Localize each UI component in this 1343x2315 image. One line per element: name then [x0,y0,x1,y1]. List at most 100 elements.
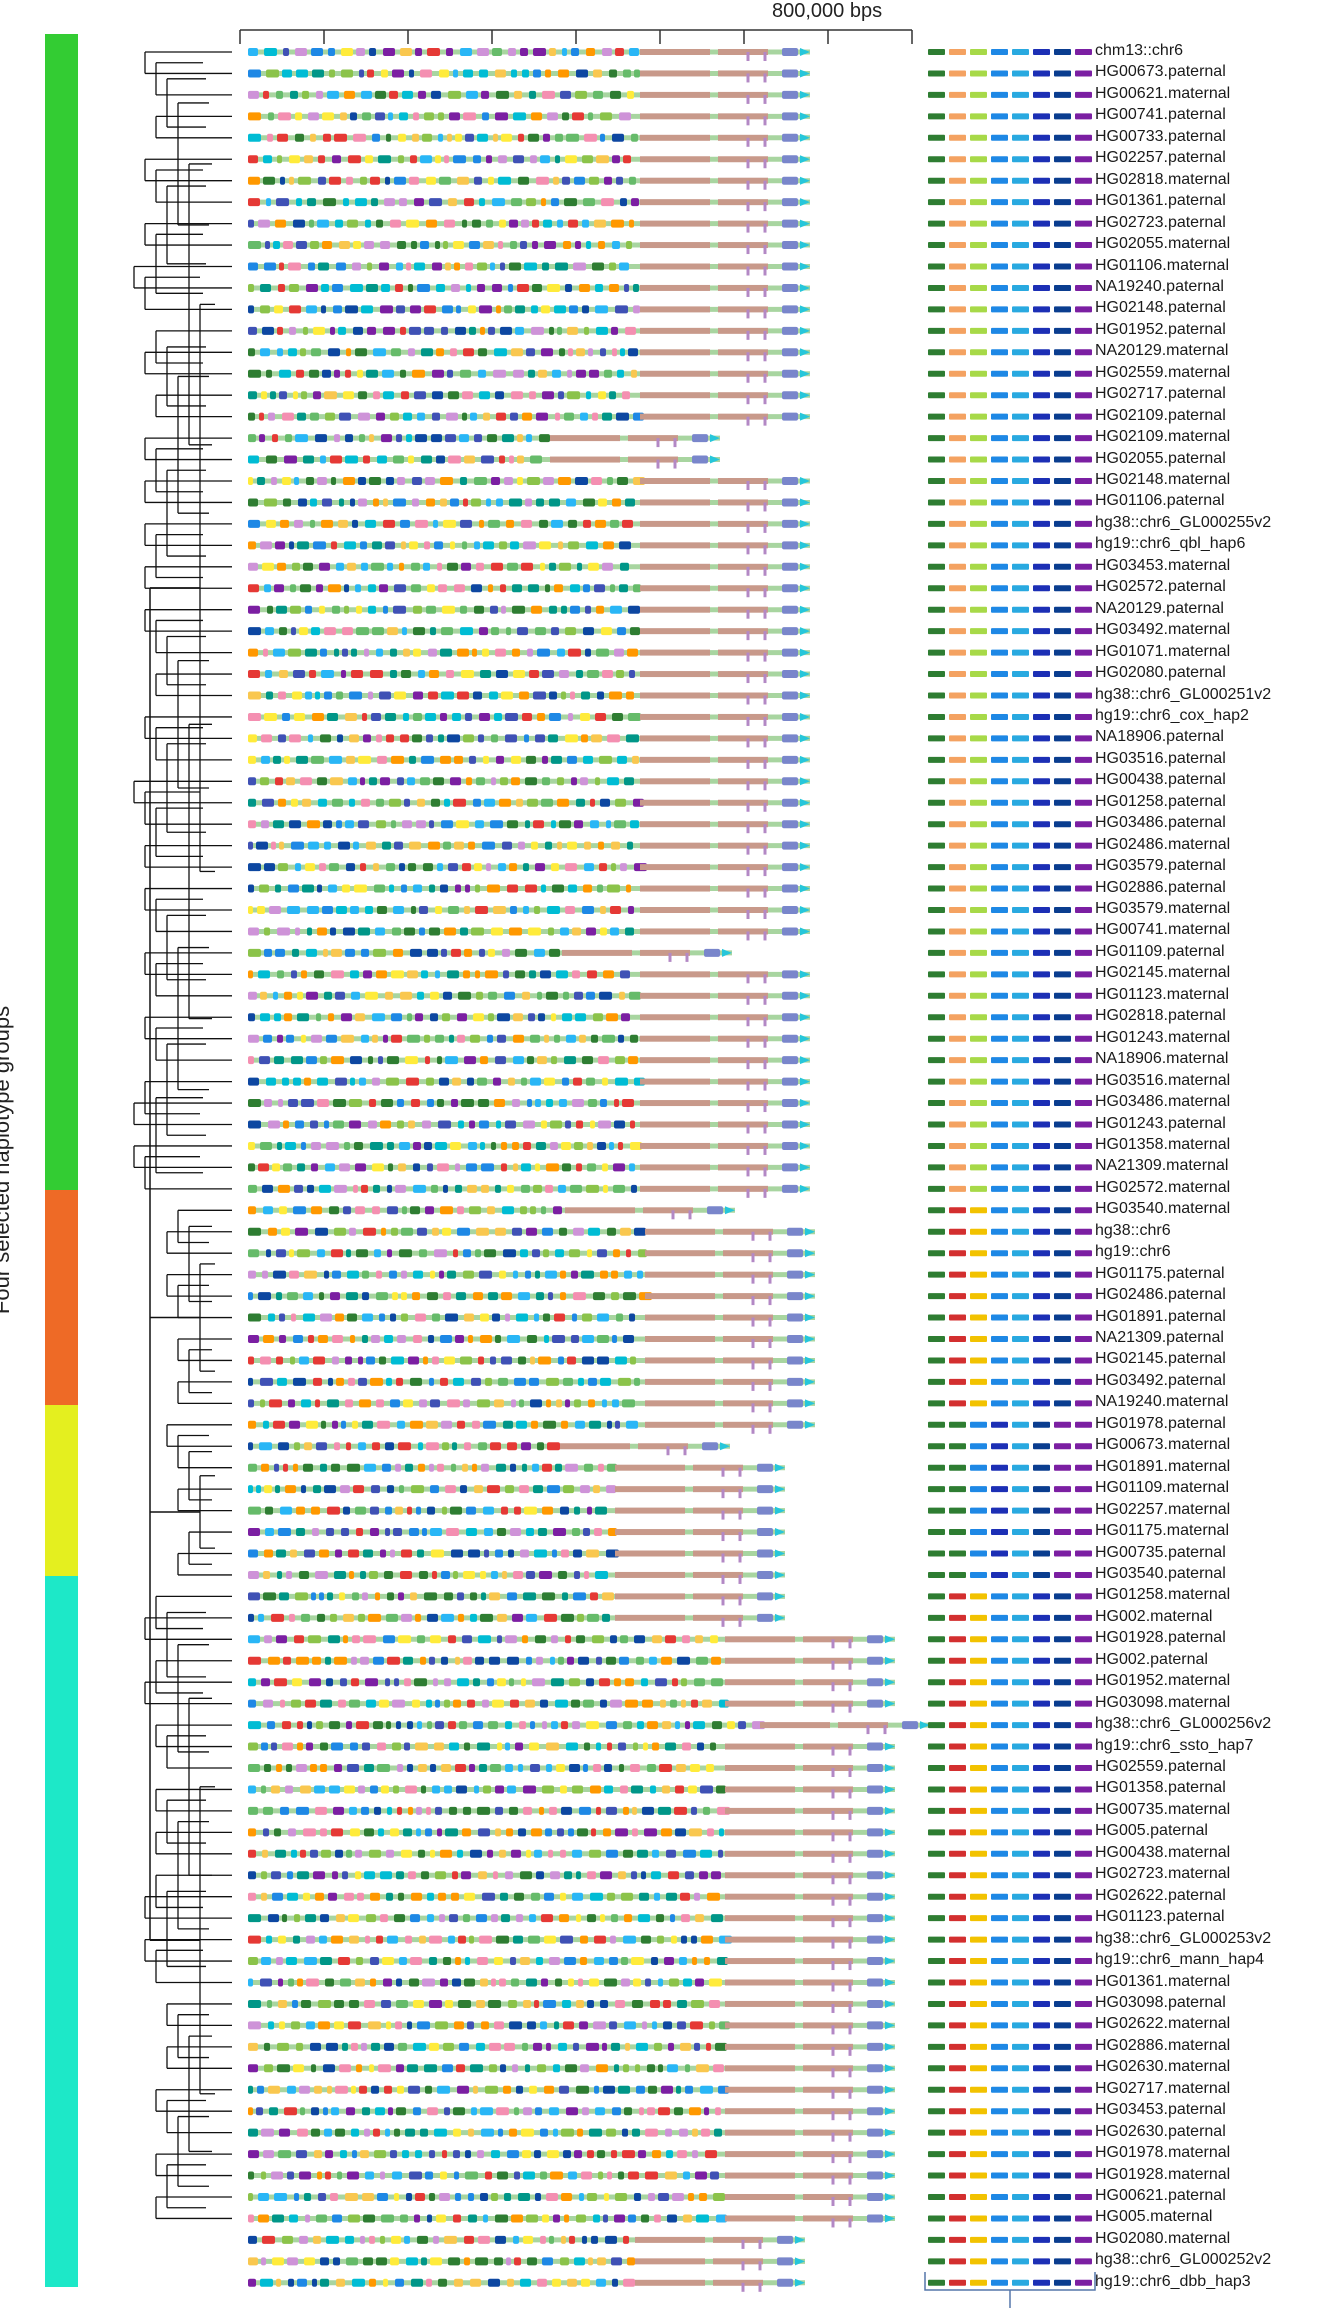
sequence-block [627,90,634,99]
sequence-block [307,1721,312,1730]
sequence-block [584,841,591,850]
sequence-block [629,1163,635,1172]
sequence-block [311,348,321,357]
sequence-block [276,1549,286,1558]
summary-block [949,821,966,828]
sequence-block [575,90,587,99]
summary-block [1033,2065,1050,2072]
summary-block [1033,1743,1050,1750]
sequence-block [629,176,636,185]
sequence-block [409,541,418,550]
long-segment [718,1057,768,1064]
sequence-block [410,305,421,314]
sequence-block [397,777,404,786]
sequence-block [284,1013,292,1022]
sequence-block [561,1549,569,1558]
sequence-block [355,1506,366,1515]
sequence-block [531,326,544,335]
summary-block [1075,628,1092,635]
end-arrow [800,541,810,550]
long-segment [645,1357,715,1364]
summary-block [949,413,966,420]
sequence-block [248,1313,261,1322]
summary-block [970,1636,987,1643]
sequence-block [464,198,474,207]
sequence-block [248,176,260,185]
sequence-block [514,2107,519,2116]
sequence-block [641,1935,651,1944]
end-block [757,1463,773,1472]
summary-block [1033,2108,1050,2115]
sequence-block [288,648,301,657]
long-segment [718,1185,768,1192]
sequence-block [338,841,350,850]
long-segment [718,1100,768,1107]
sequence-block [304,1957,317,1966]
sequence-block [573,1292,586,1301]
sequence-block [463,112,476,121]
sequence-block [645,1978,651,1987]
sequence-block [427,2107,438,2116]
summary-block [1075,1657,1092,1664]
sequence-block [369,777,377,786]
sequence-block [399,112,408,121]
summary-block [970,1100,987,1107]
summary-block [1033,606,1050,613]
sequence-block [358,755,371,764]
sequence-block [628,348,638,357]
sequence-block [377,2193,388,2201]
sequence-block [334,1764,342,1772]
summary-block [949,435,966,442]
sequence-block [395,283,403,292]
sequence-block [449,112,460,121]
sequence-block [559,2085,569,2094]
sequence-block [583,627,594,636]
sequence-block [526,1849,531,1858]
sequence-block [261,2171,266,2180]
sequence-block [296,241,307,250]
sequence-block [426,1806,431,1815]
sequence-block [342,1871,348,1880]
sequence-block [619,1656,629,1665]
end-block [782,1141,798,1150]
long-segment [640,1164,710,1171]
sequence-block [307,1184,314,1193]
sequence-block [429,927,440,936]
sequence-block [339,1592,345,1601]
end-block [782,176,798,185]
sequence-block [525,777,537,786]
summary-block [949,499,966,506]
end-block [777,2278,793,2287]
sequence-block [274,1678,287,1687]
sequence-block [495,1056,506,1065]
sequence-block [444,1592,453,1601]
summary-block [1075,199,1092,206]
sequence-block [358,1613,365,1622]
summary-block [1033,2194,1050,2200]
sequence-block [261,2128,274,2137]
sequence-block [248,884,254,893]
sequence-block [521,562,533,571]
sequence-block [522,69,529,78]
summary-block [1012,1829,1029,1836]
sequence-block [553,1206,562,1215]
sequence-block [364,241,374,250]
sequence-block [557,219,563,228]
sequence-block [279,2128,290,2137]
sequence-block [572,1099,584,1108]
summary-block [991,177,1008,184]
sequence-block [273,1270,286,1279]
sequence-block [359,1399,371,1408]
sequence-block [628,2214,636,2223]
sequence-block [600,1699,607,1708]
sequence-block [369,2064,374,2073]
sequence-block [413,1270,423,1279]
sequence-block [365,991,378,1000]
end-block [782,884,798,893]
summary-block [1033,1979,1050,1986]
sequence-block [386,1377,392,1386]
sequence-block [586,1678,594,1687]
summary-block [1075,949,1092,956]
sequence-block [279,1313,285,1322]
sequence-block [591,2235,598,2244]
